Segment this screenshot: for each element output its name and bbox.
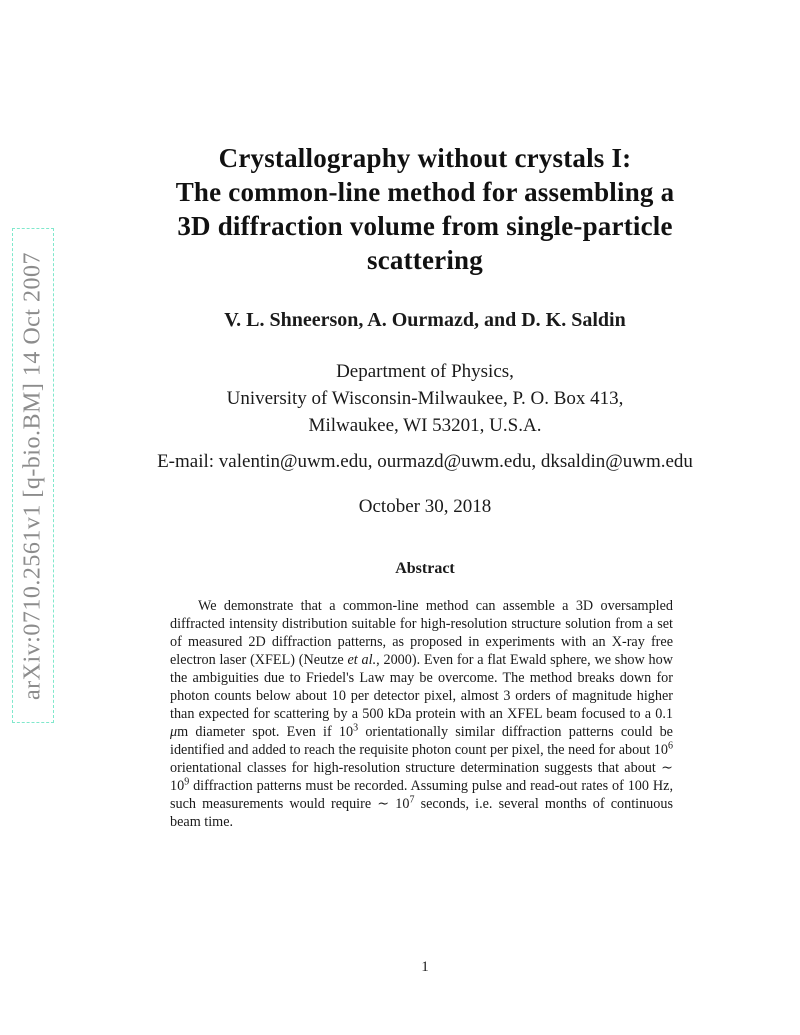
arxiv-id-text: arXiv:0710.2561v1 [q-bio.BM] 14 Oct 2007 <box>19 251 46 700</box>
abstract-text-segment: diffraction patterns must be recorded. A… <box>170 778 673 812</box>
arxiv-watermark: arXiv:0710.2561v1 [q-bio.BM] 14 Oct 2007 <box>12 228 54 723</box>
abstract-text-segment: orientationally similar diffraction patt… <box>170 724 673 758</box>
author-list: V. L. Shneerson, A. Ourmazd, and D. K. S… <box>224 309 626 331</box>
date-line: October 30, 2018 <box>358 496 492 517</box>
paper-title-line-3: 3D diffraction volume from single-partic… <box>177 211 673 241</box>
page-number: 1 <box>421 959 429 975</box>
affiliation-line-1: Department of Physics, <box>336 361 514 382</box>
abstract-text-segment: 7 <box>409 794 415 806</box>
abstract-body: We demonstrate that a common-line method… <box>170 597 673 831</box>
abstract-text-segment: m diameter spot. Even if 10 <box>177 724 354 740</box>
affiliation-line-2: University of Wisconsin-Milwaukee, P. O.… <box>226 388 624 409</box>
paper-title-line-2: The common-line method for assembling a <box>175 177 675 207</box>
abstract-paragraph: We demonstrate that a common-line method… <box>170 597 673 831</box>
abstract-text-segment: , 2000). Even for a flat Ewald sphere, w… <box>170 652 673 722</box>
abstract-heading: Abstract <box>395 560 455 577</box>
abstract-text-segment: We demonstrate that a common-line method… <box>170 598 673 668</box>
abstract-text-segment: orientational classes for high-resolutio… <box>170 760 673 794</box>
email-line: E-mail: valentin@uwm.edu, ourmazd@uwm.ed… <box>157 451 693 472</box>
abstract-text-segment: seconds, i.e. several months of continuo… <box>170 796 673 830</box>
paper-title: Crystallography without crystals I: The … <box>115 141 735 277</box>
affiliation-block: Department of Physics, University of Wis… <box>115 358 735 439</box>
abstract-text-segment: 3 <box>353 722 359 734</box>
abstract-text-segment: 6 <box>668 740 673 752</box>
paper-title-line-4: scattering <box>367 245 483 275</box>
abstract-text-segment: μ <box>170 724 178 740</box>
paper-title-line-1: Crystallography without crystals I: <box>218 143 632 173</box>
abstract-text-segment: et al. <box>347 652 377 668</box>
abstract-text-segment: 9 <box>184 776 190 788</box>
affiliation-line-3: Milwaukee, WI 53201, U.S.A. <box>308 415 542 436</box>
